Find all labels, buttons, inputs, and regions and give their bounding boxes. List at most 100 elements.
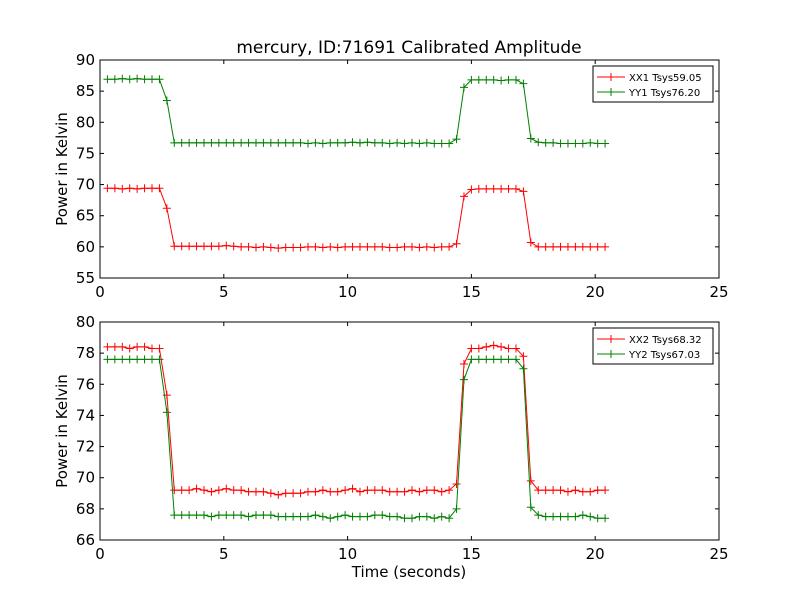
data-point xyxy=(541,242,550,251)
data-point xyxy=(229,511,238,520)
data-point xyxy=(355,512,364,521)
data-point xyxy=(519,364,528,373)
data-point xyxy=(511,75,520,84)
legend-label: YY2 Tsys67.03 xyxy=(628,350,700,361)
data-point xyxy=(333,243,342,252)
data-point xyxy=(326,138,335,147)
data-point xyxy=(251,487,260,496)
data-point xyxy=(214,138,223,147)
data-point xyxy=(393,487,402,496)
data-point xyxy=(400,242,409,251)
legend-marker xyxy=(607,350,615,358)
data-point xyxy=(534,138,543,147)
data-point xyxy=(266,489,275,498)
data-point xyxy=(415,139,424,148)
data-point xyxy=(192,484,201,493)
data-point xyxy=(556,486,565,495)
y-tick-label: 70 xyxy=(76,176,95,194)
data-point xyxy=(437,139,446,148)
data-point xyxy=(229,242,238,251)
data-point xyxy=(266,511,275,520)
x-axis-label: Time (seconds) xyxy=(351,563,467,581)
data-point xyxy=(593,486,602,495)
data-point xyxy=(207,138,216,147)
data-point xyxy=(125,344,134,353)
data-point xyxy=(289,489,298,498)
data-point xyxy=(415,487,424,496)
data-point xyxy=(177,486,186,495)
data-point xyxy=(474,75,483,84)
data-point xyxy=(563,512,572,521)
data-point xyxy=(504,355,513,364)
data-point xyxy=(185,486,194,495)
data-point xyxy=(140,355,149,364)
data-point xyxy=(110,184,119,193)
data-point xyxy=(571,139,580,148)
data-point xyxy=(185,511,194,520)
data-point xyxy=(281,243,290,252)
data-point xyxy=(549,486,558,495)
data-point xyxy=(155,184,164,193)
data-point xyxy=(199,511,208,520)
data-point xyxy=(452,504,461,513)
data-point xyxy=(407,242,416,251)
data-point xyxy=(370,138,379,147)
data-point xyxy=(422,486,431,495)
data-point xyxy=(296,512,305,521)
data-point xyxy=(155,344,164,353)
data-point xyxy=(103,75,112,84)
data-point xyxy=(177,138,186,147)
data-point xyxy=(118,74,127,83)
data-point xyxy=(407,486,416,495)
data-point xyxy=(289,138,298,147)
data-point xyxy=(497,76,506,85)
data-point xyxy=(259,138,268,147)
data-point xyxy=(497,342,506,351)
legend-label: XX2 Tsys68.32 xyxy=(629,335,702,346)
legend: XX2 Tsys68.32 YY2 Tsys67.03 xyxy=(592,327,714,365)
data-point xyxy=(586,512,595,521)
y-axis-label: Power in Kelvin xyxy=(53,112,71,226)
data-point xyxy=(534,486,543,495)
data-point xyxy=(578,487,587,496)
y-tick-label: 70 xyxy=(76,469,95,487)
data-point xyxy=(110,355,119,364)
data-point xyxy=(303,242,312,251)
data-point xyxy=(103,184,112,193)
data-point xyxy=(244,487,253,496)
data-point xyxy=(586,242,595,251)
data-point xyxy=(459,83,468,92)
x-tick-label: 0 xyxy=(95,545,105,563)
data-point xyxy=(259,511,268,520)
data-point xyxy=(556,242,565,251)
data-point xyxy=(355,242,364,251)
y-tick-label: 55 xyxy=(76,269,95,287)
data-point xyxy=(237,242,246,251)
data-point xyxy=(237,138,246,147)
data-point xyxy=(467,185,476,194)
data-point xyxy=(430,486,439,495)
data-point xyxy=(437,242,446,251)
data-point xyxy=(385,487,394,496)
data-point xyxy=(326,514,335,523)
y-tick-label: 75 xyxy=(76,144,95,162)
data-point xyxy=(214,511,223,520)
data-point xyxy=(445,139,454,148)
data-point xyxy=(251,243,260,252)
data-point xyxy=(363,138,372,147)
data-point xyxy=(341,511,350,520)
data-point xyxy=(400,487,409,496)
data-point xyxy=(147,184,156,193)
data-point xyxy=(318,512,327,521)
data-point xyxy=(541,486,550,495)
data-point xyxy=(563,487,572,496)
y-tick-label: 90 xyxy=(76,51,95,69)
y-tick-label: 80 xyxy=(76,113,95,131)
data-point xyxy=(103,342,112,351)
data-point xyxy=(140,75,149,84)
data-point xyxy=(601,486,610,495)
data-point xyxy=(363,242,372,251)
axes-frame xyxy=(99,59,720,279)
axes-frame xyxy=(99,321,720,541)
